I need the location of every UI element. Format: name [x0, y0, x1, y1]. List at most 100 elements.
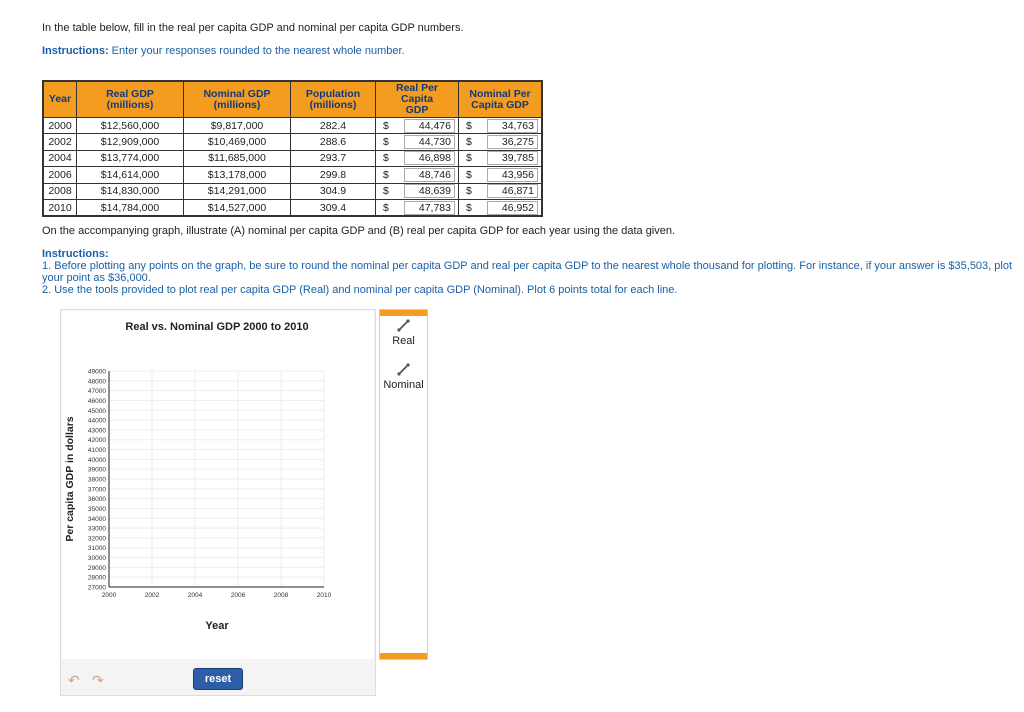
real-per-capita-input[interactable]: 47,783 — [404, 200, 455, 215]
year-cell: 2010 — [42, 198, 77, 217]
population-cell: 282.4 — [290, 116, 376, 135]
nominal-per-capita-input[interactable]: 36,275 — [487, 135, 538, 150]
y-tick-label: 27000 — [88, 585, 106, 592]
x-axis-label: Year — [205, 620, 229, 632]
nominal-per-capita-cell: $43,956 — [458, 166, 543, 184]
population-cell: 309.4 — [290, 198, 376, 217]
y-tick-label: 41000 — [88, 447, 106, 454]
header-real-per-capita: Real Per Capita GDP — [375, 80, 459, 118]
real-gdp-cell: $12,909,000 — [76, 133, 184, 151]
y-tick-label: 28000 — [88, 575, 106, 582]
tool-palette: Real Nominal — [379, 309, 428, 660]
x-tick-label: 2008 — [274, 592, 289, 599]
year-cell: 2006 — [42, 166, 77, 184]
currency-symbol: $ — [466, 136, 472, 149]
year-cell: 2000 — [42, 116, 77, 135]
header-year: Year — [42, 80, 77, 118]
nominal-per-capita-cell: $46,871 — [458, 182, 543, 200]
y-tick-label: 44000 — [88, 418, 106, 425]
toolbox-top-bar — [380, 310, 427, 316]
year-cell: 2004 — [42, 149, 77, 168]
nominal-per-capita-input[interactable]: 34,763 — [487, 118, 538, 133]
table-row: 2004 $13,774,000 $11,685,000 293.7 $46,898 $3… — [42, 149, 543, 168]
x-tick-label: 2010 — [317, 592, 332, 599]
currency-symbol: $ — [466, 201, 472, 214]
nominal-per-capita-input[interactable]: 46,952 — [487, 200, 538, 215]
real-per-capita-cell: $48,639 — [375, 182, 459, 200]
gdp-chart[interactable]: Real vs. Nominal GDP 2000 to 2010 27000 28… — [62, 311, 374, 659]
pencil-icon — [396, 363, 410, 376]
real-gdp-cell: $14,614,000 — [76, 166, 184, 184]
y-tick-label: 34000 — [88, 516, 106, 523]
nominal-tool[interactable]: Nominal — [380, 362, 427, 391]
y-tick-label: 48000 — [88, 378, 106, 385]
year-cell: 2008 — [42, 182, 77, 200]
graph-step-2: 2. Use the tools provided to plot real p… — [42, 284, 678, 296]
redo-icon[interactable]: ↷ — [92, 672, 104, 688]
table-header-row: Year Real GDP (millions) Nominal GDP (mill… — [42, 80, 543, 118]
intro-instructions: Instructions: Enter your responses round… — [42, 45, 405, 57]
y-tick-label: 45000 — [88, 408, 106, 415]
real-per-capita-input[interactable]: 44,476 — [404, 118, 455, 133]
real-per-capita-cell: $44,476 — [375, 116, 459, 135]
graph-prompt: On the accompanying graph, illustrate (A… — [42, 225, 676, 237]
nominal-per-capita-input[interactable]: 43,956 — [487, 167, 538, 182]
y-tick-label: 46000 — [88, 398, 106, 405]
y-tick-label: 43000 — [88, 427, 106, 434]
real-gdp-cell: $12,560,000 — [76, 116, 184, 135]
instructions-text: Enter your responses rounded to the near… — [108, 45, 405, 57]
nominal-gdp-cell: $14,291,000 — [183, 182, 291, 200]
header-real-gdp: Real GDP (millions) — [76, 80, 184, 118]
graph-instructions-label: Instructions: — [42, 248, 109, 260]
currency-symbol: $ — [383, 119, 389, 132]
y-tick-label: 49000 — [88, 369, 106, 376]
real-per-capita-cell: $48,746 — [375, 166, 459, 184]
table-row: 2006 $14,614,000 $13,178,000 299.8 $48,746 $4… — [42, 166, 543, 184]
nominal-per-capita-input[interactable]: 39,785 — [487, 151, 538, 166]
currency-symbol: $ — [466, 119, 472, 132]
nominal-per-capita-cell: $46,952 — [458, 198, 543, 217]
population-cell: 299.8 — [290, 166, 376, 184]
instructions-label: Instructions: — [42, 45, 109, 57]
currency-symbol: $ — [383, 136, 389, 149]
y-tick-label: 30000 — [88, 555, 106, 562]
real-per-capita-input[interactable]: 44,730 — [404, 135, 455, 150]
nominal-per-capita-cell: $34,763 — [458, 116, 543, 135]
y-tick-label: 37000 — [88, 486, 106, 493]
real-per-capita-input[interactable]: 46,898 — [404, 151, 455, 166]
graph-panel: Real vs. Nominal GDP 2000 to 2010 27000 28… — [60, 309, 376, 696]
undo-icon[interactable]: ↶ — [68, 672, 80, 688]
y-tick-label: 39000 — [88, 467, 106, 474]
nominal-tool-label: Nominal — [383, 379, 424, 391]
nominal-per-capita-input[interactable]: 46,871 — [487, 184, 538, 199]
real-tool[interactable]: Real — [380, 318, 427, 347]
header-nominal-gdp: Nominal GDP (millions) — [183, 80, 291, 118]
toolbox-bottom-bar — [380, 653, 427, 659]
graph-area[interactable]: Real vs. Nominal GDP 2000 to 2010 27000 28… — [62, 311, 374, 659]
y-tick-label: 40000 — [88, 457, 106, 464]
y-tick-label: 47000 — [88, 388, 106, 395]
y-tick-label: 38000 — [88, 477, 106, 484]
table-row: 2002 $12,909,000 $10,469,000 288.6 $44,730 $3… — [42, 133, 543, 151]
real-per-capita-input[interactable]: 48,639 — [404, 184, 455, 199]
population-cell: 304.9 — [290, 182, 376, 200]
y-tick-label: 31000 — [88, 545, 106, 552]
y-axis-label: Per capita GDP in dollars — [64, 416, 76, 541]
real-gdp-cell: $13,774,000 — [76, 149, 184, 168]
real-per-capita-input[interactable]: 48,746 — [404, 167, 455, 182]
reset-button[interactable]: reset — [193, 668, 243, 690]
nominal-gdp-cell: $11,685,000 — [183, 149, 291, 168]
gdp-table: Year Real GDP (millions) Nominal GDP (mill… — [42, 80, 543, 218]
y-tick-label: 29000 — [88, 565, 106, 572]
currency-symbol: $ — [383, 185, 389, 198]
graph-step-1: 1. Before plotting any points on the gra… — [42, 260, 1013, 272]
y-tick-label: 33000 — [88, 526, 106, 533]
nominal-per-capita-cell: $36,275 — [458, 133, 543, 151]
graph-step-1b: your point as $36,000. — [42, 272, 151, 284]
pencil-icon — [396, 319, 410, 332]
intro-text: In the table below, fill in the real per… — [42, 22, 464, 34]
currency-symbol: $ — [466, 168, 472, 181]
x-tick-label: 2006 — [231, 592, 246, 599]
table-row: 2010 $14,784,000 $14,527,000 309.4 $47,783 $4… — [42, 198, 543, 217]
currency-symbol: $ — [466, 185, 472, 198]
